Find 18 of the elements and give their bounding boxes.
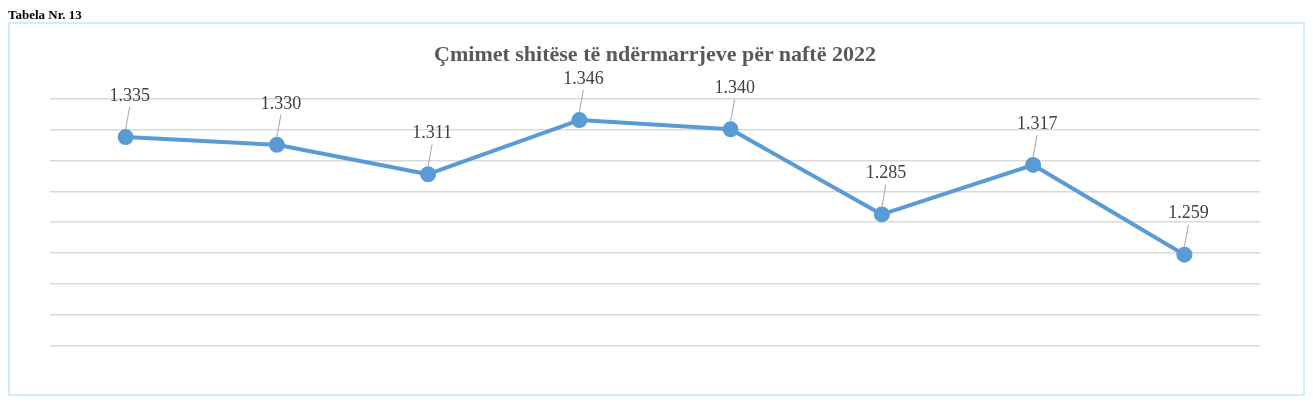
point xyxy=(268,136,285,153)
point xyxy=(1176,246,1193,263)
text: Tabela Nr. 13 xyxy=(8,7,83,22)
point xyxy=(117,129,134,146)
point xyxy=(873,206,890,223)
data-label: 1.340 xyxy=(714,77,755,98)
point xyxy=(571,112,588,129)
data-label: 1.317 xyxy=(1016,112,1058,133)
data-label: 1.285 xyxy=(865,162,907,183)
point xyxy=(420,166,437,183)
point xyxy=(722,121,739,138)
data-label: 1.335 xyxy=(109,84,150,105)
data-label: 1.259 xyxy=(1168,202,1209,223)
data-label: 1.311 xyxy=(412,121,453,142)
chart-title: Çmimet shitëse të ndërmarrjeve për naftë 2022 xyxy=(434,40,876,66)
data-label: 1.330 xyxy=(260,92,302,113)
data-label: 1.346 xyxy=(563,67,604,88)
point xyxy=(1025,156,1042,173)
